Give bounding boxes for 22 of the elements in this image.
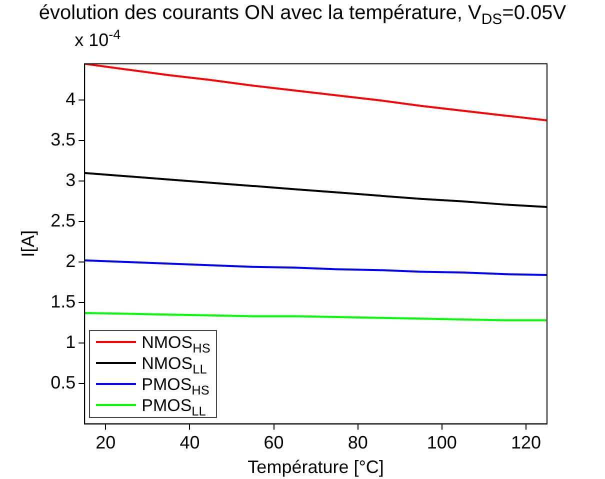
x-tick-label: 80 bbox=[348, 432, 368, 453]
x-tick-label: 60 bbox=[264, 432, 284, 453]
y-tick-label: 4 bbox=[66, 89, 76, 110]
text: x 10$^{-4}$ bbox=[74, 27, 121, 51]
x-tick-label: 120 bbox=[510, 432, 542, 453]
chart-title: évolution des courants ON avec la température, V$_{DS}$=0.05V bbox=[38, 2, 568, 28]
legend-label: PMOS$_{LL}$ bbox=[142, 395, 206, 418]
x-tick-label: 40 bbox=[180, 432, 200, 453]
y-tick-label: 0.5 bbox=[50, 372, 76, 392]
legend-label: PMOS$_{HS}$ bbox=[142, 374, 210, 398]
y-tick-label: 1 bbox=[66, 332, 76, 352]
y-axis-title: I[A] bbox=[18, 230, 38, 258]
y-tick-label: 1.5 bbox=[50, 291, 76, 312]
legend-label: NMOS$_{HS}$ bbox=[142, 332, 210, 356]
x-tick-label: 100 bbox=[426, 432, 457, 453]
legend-label: NMOS$_{LL}$ bbox=[142, 353, 207, 376]
x-tick-label: 20 bbox=[96, 432, 116, 453]
y-tick-label: 3 bbox=[66, 170, 76, 190]
x-axis-title: Température [°C] bbox=[248, 457, 384, 478]
y-tick-label: 2 bbox=[66, 250, 76, 271]
y-tick-label: 2.5 bbox=[50, 210, 76, 231]
y-tick-label: 3.5 bbox=[50, 130, 76, 150]
